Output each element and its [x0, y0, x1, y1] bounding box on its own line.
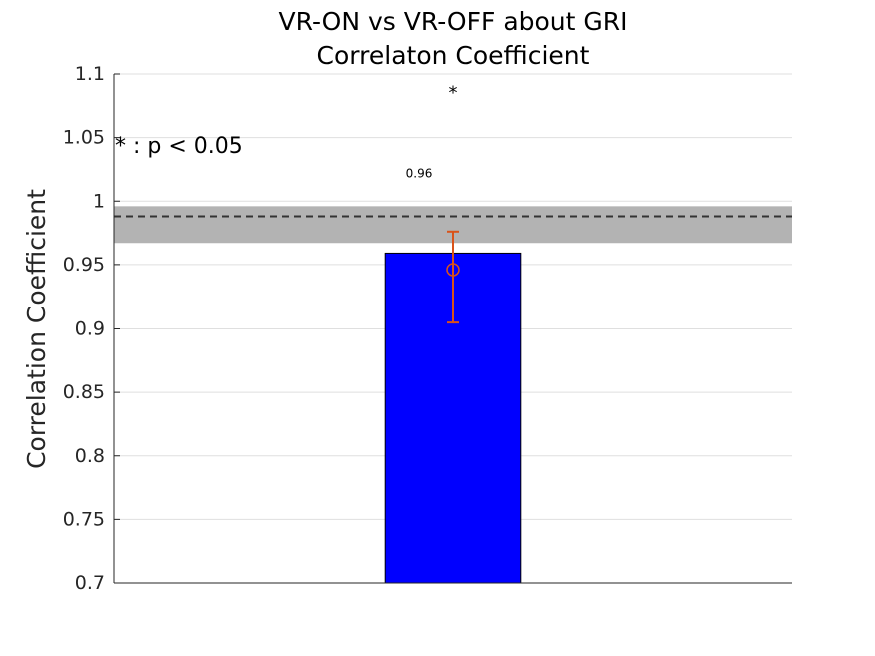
- errorbar-mean-marker: [446, 263, 460, 277]
- y-tick-label-0: 0.7: [75, 572, 105, 594]
- y-tick-label-1: 0.75: [63, 508, 105, 530]
- errorbar-group: [446, 230, 460, 324]
- significance-star: *: [449, 83, 458, 104]
- y-tick-label-2: 0.8: [75, 445, 105, 467]
- y-tick-label-7: 1.05: [63, 127, 105, 149]
- axes: [113, 73, 792, 584]
- annotations: 0.96 * * : p < 0.05: [115, 83, 458, 181]
- y-axis-label: Correlation Coefficient: [22, 189, 51, 469]
- y-tick-label-3: 0.85: [63, 381, 105, 403]
- chart-title-line-2: Correlaton Coefficient: [317, 41, 590, 70]
- chart-title-line-1: VR-ON vs VR-OFF about GRI: [278, 7, 627, 36]
- y-tick-label-6: 1: [93, 190, 105, 212]
- y-tick-label-5: 0.95: [63, 254, 105, 276]
- y-tick-label-8: 1.1: [75, 63, 105, 85]
- y-tick-labels: 0.7 0.75 0.8 0.85 0.9 0.95 1 1.05 1.1: [63, 63, 105, 594]
- bar-value-label-0: 0.96: [406, 166, 433, 180]
- y-tick-label-4: 0.9: [75, 318, 105, 340]
- p-value-note: * : p < 0.05: [115, 134, 243, 159]
